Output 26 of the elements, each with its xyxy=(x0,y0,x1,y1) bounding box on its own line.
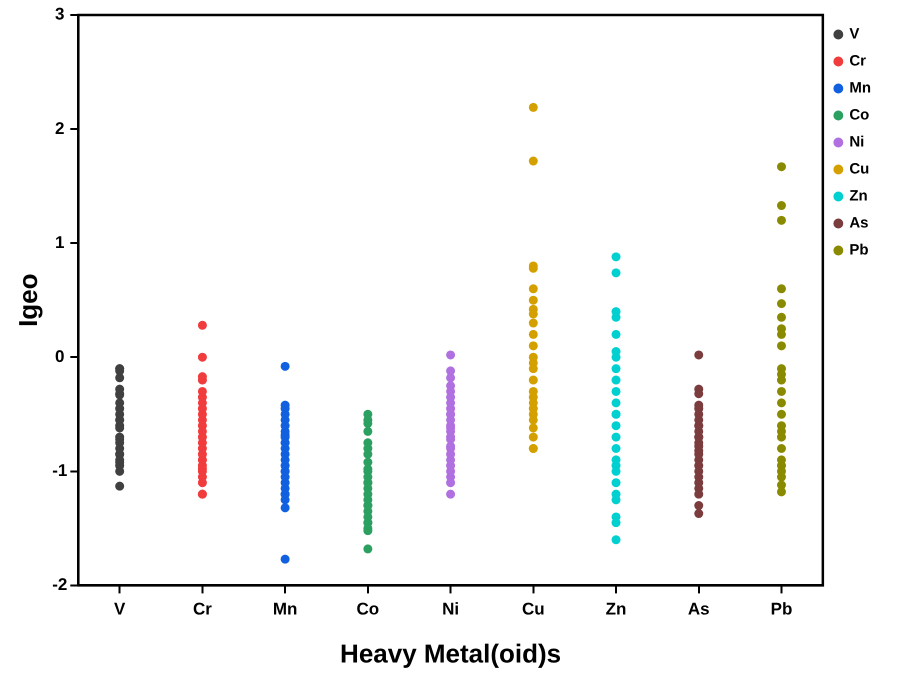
x-tick-label: Pb xyxy=(770,599,792,618)
y-tick-label: -2 xyxy=(52,575,68,594)
legend-label: Cr xyxy=(849,52,866,70)
x-tick-label: Zn xyxy=(606,599,626,618)
legend-label: Zn xyxy=(849,188,868,205)
legend-label: Ni xyxy=(849,134,864,151)
legend-label: Co xyxy=(849,106,870,124)
legend-label: Cu xyxy=(849,160,870,178)
legend-label: V xyxy=(849,26,860,43)
x-tick-label: Co xyxy=(356,599,380,618)
x-tick-label: Cr xyxy=(192,599,212,618)
x-tick-label: Ni xyxy=(442,599,460,618)
x-tick-label: As xyxy=(688,599,710,618)
x-tick-label: Mn xyxy=(272,599,298,618)
y-tick-label: 0 xyxy=(55,346,64,366)
legend-label: As xyxy=(849,214,869,232)
x-axis-title: Heavy Metal(oid)s xyxy=(340,638,562,669)
x-tick-label: Cu xyxy=(522,599,545,618)
y-tick-label: 3 xyxy=(55,4,64,24)
x-tick-label: V xyxy=(114,599,126,618)
y-tick-label: 1 xyxy=(55,232,64,252)
legend-label: Mn xyxy=(849,80,872,97)
y-axis-title: Igeo xyxy=(12,273,43,327)
y-tick-label: 2 xyxy=(55,118,64,138)
legend-label: Pb xyxy=(849,242,869,259)
y-tick-label: -1 xyxy=(52,461,68,480)
